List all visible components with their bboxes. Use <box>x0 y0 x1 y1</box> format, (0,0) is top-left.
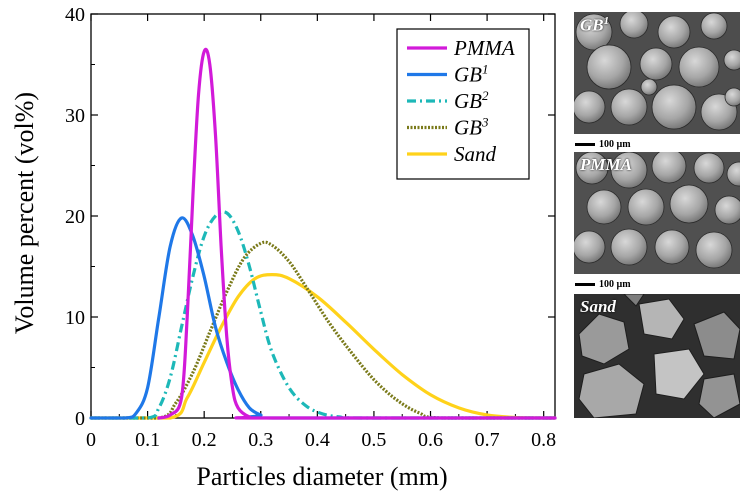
sem-label-sand: Sand <box>580 297 616 316</box>
x-tick-label: 0.7 <box>475 429 500 451</box>
gb1-particles-image <box>574 12 740 134</box>
series-line-gb1 <box>89 216 557 420</box>
y-tick-label: 0 <box>75 408 85 430</box>
pmma-particles-image <box>574 152 740 274</box>
x-tick-label: 0.3 <box>248 429 273 451</box>
y-tick-label: 40 <box>65 4 85 26</box>
scale-bar-pmma: 100 µm <box>575 278 631 290</box>
x-tick-label: 0.5 <box>361 429 386 451</box>
legend-label: PMMA <box>453 36 515 60</box>
legend-label: Sand <box>454 142 497 166</box>
legend-label: GB1 <box>454 62 489 87</box>
scale-bar-gb1: 100 µm <box>575 138 631 150</box>
sem-image-gb1: GB1 <box>574 12 740 134</box>
y-tick-label: 20 <box>65 206 85 228</box>
x-tick-label: 0.4 <box>305 429 330 451</box>
series-line-gb2 <box>91 210 555 420</box>
x-tick-label: 0.6 <box>418 429 443 451</box>
x-tick-label: 0.2 <box>192 429 217 451</box>
sand-particles-image <box>574 294 740 418</box>
x-axis-title: Particles diameter (mm) <box>196 462 447 491</box>
x-tick-label: 0.1 <box>135 429 160 451</box>
sem-image-sand: Sand <box>574 294 740 418</box>
sem-label-gb1: GB1 <box>580 15 610 35</box>
legend-label: GB2 <box>454 88 489 113</box>
legend-label: GB3 <box>454 115 489 140</box>
plot-area: 0 0.1 0.2 0.3 0.4 0.5 0.6 0.7 0.8 0 10 20 30 40 <box>65 4 557 451</box>
sem-image-pmma: PMMA <box>574 152 740 274</box>
series-line-sand <box>89 273 557 420</box>
series-line-pmma <box>157 47 557 420</box>
x-tick-label: 0 <box>86 429 96 451</box>
y-axis-title: Volume percent (vol%) <box>10 92 39 334</box>
y-tick-label: 30 <box>65 105 85 127</box>
x-tick-label: 0.8 <box>531 429 556 451</box>
y-tick-label: 10 <box>65 307 85 329</box>
series-line-gb3 <box>91 240 555 420</box>
sem-label-pmma: PMMA <box>580 155 632 174</box>
